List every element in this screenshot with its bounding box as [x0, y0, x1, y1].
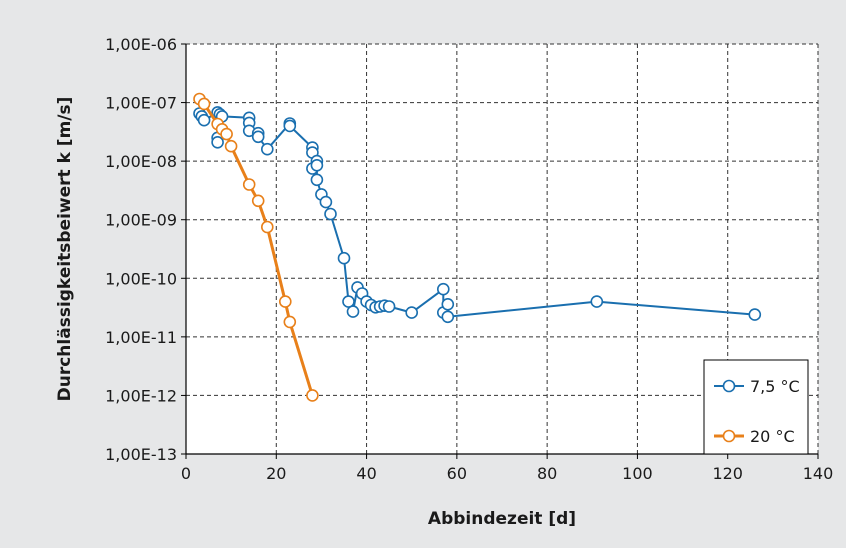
x-tick-label: 100 — [622, 464, 653, 483]
y-tick-label: 1,00E-11 — [105, 328, 177, 347]
data-point — [278, 295, 292, 308]
y-tick-label: 1,00E-07 — [105, 94, 177, 113]
data-point — [260, 142, 274, 156]
legend-box — [703, 359, 809, 455]
series-low-temp — [193, 106, 762, 324]
y-tick-label: 1,00E-10 — [105, 269, 177, 288]
data-point — [283, 119, 297, 133]
y-tick-label: 1,00E-06 — [105, 35, 177, 54]
data-point — [283, 315, 297, 329]
data-point — [405, 306, 419, 319]
legend-label: 20 °C — [750, 427, 795, 446]
y-axis-title: Durchlässigkeitsbeiwert k [m/s] — [55, 97, 75, 402]
data-point — [251, 194, 265, 208]
data-point — [310, 159, 324, 172]
x-tick-label: 20 — [266, 464, 286, 483]
data-point — [590, 295, 604, 308]
legend: 7,5 °C 20 °C — [703, 359, 809, 455]
data-point — [748, 308, 762, 321]
legend-marker — [722, 379, 736, 393]
data-point — [319, 195, 333, 209]
data-point — [337, 251, 351, 265]
y-tick-label: 1,00E-08 — [105, 152, 177, 171]
x-tick-label: 140 — [803, 464, 834, 483]
data-point — [441, 297, 455, 311]
data-point — [242, 178, 256, 191]
data-point — [342, 295, 355, 308]
data-point — [220, 127, 233, 141]
x-tick-label: 60 — [447, 464, 467, 483]
data-point — [251, 130, 265, 144]
x-tick-label: 40 — [356, 464, 376, 483]
x-tick-label: 80 — [537, 464, 557, 483]
y-tick-label: 1,00E-12 — [105, 386, 177, 405]
data-point — [346, 305, 360, 318]
legend-marker — [722, 429, 736, 443]
data-series — [193, 92, 762, 402]
data-point — [197, 113, 211, 127]
x-tick-label: 0 — [181, 464, 191, 483]
data-point — [324, 207, 337, 221]
data-point — [197, 97, 211, 111]
data-point — [310, 173, 324, 187]
series-high-temp — [193, 92, 319, 402]
legend-label: 7,5 °C — [750, 377, 800, 396]
y-tick-label: 1,00E-09 — [105, 211, 177, 230]
data-point — [382, 300, 396, 313]
axes: 0 20 40 60 80 100 120 140 1,00E-06 1,00E-07 1,00E-… — [105, 35, 833, 483]
data-point — [211, 136, 224, 149]
data-point — [436, 282, 450, 296]
data-point — [260, 220, 274, 234]
data-point — [441, 310, 455, 324]
y-tick-label: 1,00E-13 — [105, 445, 177, 464]
data-point — [306, 389, 319, 402]
x-tick-label: 120 — [712, 464, 743, 483]
data-point — [224, 139, 238, 153]
x-axis-title: Abbindezeit [d] — [428, 509, 576, 529]
grid-lines — [186, 43, 819, 454]
